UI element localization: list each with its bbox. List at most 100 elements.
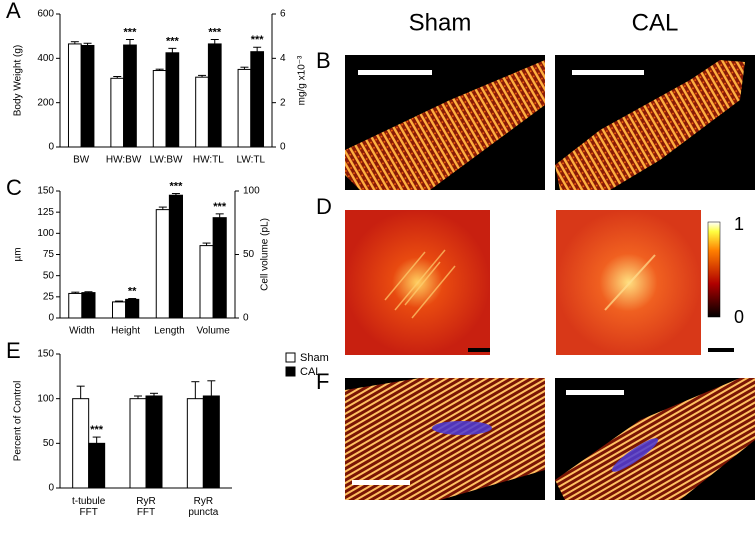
panel-label: F [316, 369, 329, 394]
bar [123, 44, 137, 148]
x-tick-label: RyR FFT [136, 496, 155, 518]
bar [202, 395, 220, 489]
scale-bar [358, 70, 432, 75]
bar [72, 398, 90, 489]
y-axis-label: Body Weight (g) [13, 45, 24, 117]
panel-label: E [6, 338, 21, 363]
y-tick-label: 125 [37, 207, 54, 218]
significance: *** [251, 34, 265, 46]
scale-bar [566, 390, 624, 395]
panel-label: C [6, 175, 22, 200]
error-bar [215, 213, 224, 218]
y2-axis-label: Cell volume (pL) [260, 218, 271, 291]
bar [207, 43, 222, 148]
x-tick-label: LW:BW [150, 155, 184, 166]
x-tick-label: Volume [196, 326, 230, 337]
y2-tick-label: 6 [280, 9, 286, 20]
significance: *** [170, 180, 184, 192]
error-bar [76, 385, 85, 399]
bar [68, 292, 83, 319]
cell [555, 60, 745, 190]
panel-label: D [316, 194, 332, 219]
bar [237, 68, 252, 148]
error-bar [92, 436, 101, 444]
x-tick-label: Length [154, 326, 185, 337]
y-tick-label: 0 [48, 142, 54, 153]
nucleus [432, 421, 492, 435]
bar [112, 301, 127, 319]
bar [81, 292, 96, 319]
colorbar-tick: 1 [734, 214, 744, 234]
scale-bar [352, 480, 410, 485]
y-tick-label: 50 [43, 270, 55, 281]
x-tick-label: RyR puncta [188, 496, 218, 518]
bar [186, 398, 204, 489]
bar [80, 44, 95, 148]
y-tick-label: 100 [37, 393, 54, 404]
x-tick-label: HW:BW [106, 155, 142, 166]
y-tick-label: 200 [37, 97, 54, 108]
y2-tick-label: 0 [243, 313, 249, 324]
nucleus [611, 438, 659, 472]
significance: *** [213, 201, 227, 213]
significance: ** [128, 285, 137, 297]
cell [345, 60, 545, 190]
bar [145, 395, 163, 489]
significance: *** [166, 35, 180, 47]
error-bar [168, 47, 177, 53]
bar [165, 52, 180, 148]
panel-label: B [316, 48, 331, 73]
column-header: CAL [632, 9, 679, 36]
scale-bar [708, 348, 734, 352]
error-bar [210, 38, 219, 44]
fft-lines [384, 249, 456, 319]
y2-tick-label: 50 [243, 249, 255, 260]
y2-tick-label: 2 [280, 97, 286, 108]
cell [345, 378, 545, 500]
colorbar [707, 221, 721, 318]
x-tick-label: Width [69, 326, 95, 337]
bar [155, 209, 170, 319]
x-tick-label: t-tubule FFT [72, 496, 106, 518]
panel-label: A [6, 0, 21, 23]
y-tick-label: 100 [37, 228, 54, 239]
y2-tick-label: 100 [243, 186, 260, 197]
scale-bar [572, 70, 644, 75]
legend-label: Sham [300, 352, 329, 364]
bar [125, 298, 140, 319]
x-tick-label: Height [111, 326, 140, 337]
bar [250, 51, 265, 148]
bar [199, 245, 214, 319]
colorbar-tick: 0 [734, 307, 744, 327]
y-axis-label: Percent of Control [13, 381, 24, 462]
y2-tick-label: 4 [280, 53, 286, 64]
bar [152, 70, 167, 148]
y-tick-label: 75 [43, 249, 55, 260]
error-bar [207, 380, 216, 396]
legend-swatch [285, 352, 296, 363]
fft-lines [604, 254, 656, 311]
y-tick-label: 0 [48, 313, 54, 324]
bar [88, 442, 106, 489]
x-tick-label: LW:TL [237, 155, 266, 166]
error-bar [125, 38, 134, 46]
image-panels: Sham CAL B D F 1 0 [316, 9, 755, 500]
legend-label: CAL [300, 366, 321, 378]
y-tick-label: 150 [37, 186, 54, 197]
x-tick-label: BW [73, 155, 90, 166]
x-tick-label: HW:TL [193, 155, 224, 166]
bar [110, 77, 125, 148]
y-tick-label: 0 [48, 483, 54, 494]
y-tick-label: 400 [37, 53, 54, 64]
error-bar [253, 46, 262, 52]
significance: *** [208, 26, 222, 38]
bar [67, 43, 82, 148]
error-bar [191, 381, 200, 399]
bar [212, 217, 227, 319]
fft-image [556, 210, 701, 355]
bar [168, 194, 183, 319]
y-tick-label: 50 [43, 438, 55, 449]
legend-swatch [285, 366, 296, 377]
y-tick-label: 600 [37, 9, 54, 20]
